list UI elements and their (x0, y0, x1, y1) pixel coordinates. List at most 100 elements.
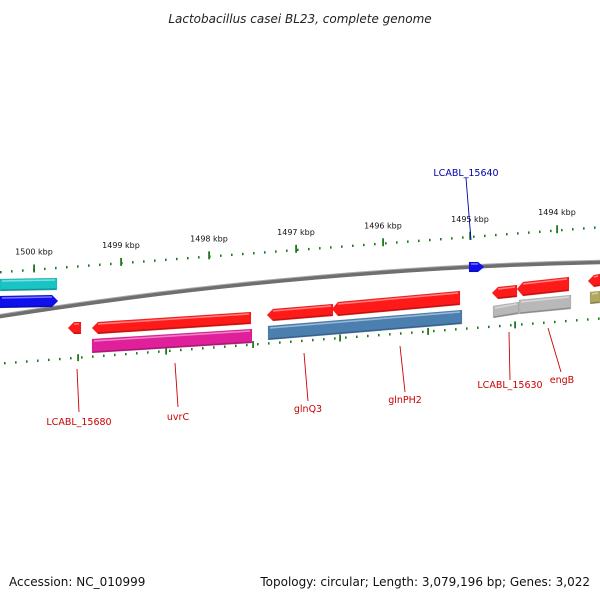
gene-cyan-left-shape (0, 277, 58, 292)
scale-dot (224, 345, 226, 348)
scale-dot (396, 241, 398, 244)
gene-glnph2-red-shape (331, 290, 461, 317)
scale-dot (154, 259, 156, 262)
gene-glnq3-red[interactable] (266, 303, 334, 322)
scale-dot (352, 244, 354, 247)
gene-uvrc-magenta[interactable] (91, 328, 253, 354)
gene-label[interactable]: uvrC (167, 412, 190, 423)
scale-dot (213, 346, 215, 349)
gene-uvrc-red-shape (91, 311, 252, 335)
scale-dot (411, 331, 413, 334)
scale-dot (521, 323, 523, 326)
scale-dot (286, 249, 288, 252)
gene-olive-right[interactable] (589, 290, 600, 305)
gene-engb-red[interactable] (516, 276, 570, 297)
scale-dot (253, 252, 255, 255)
scale-dot (374, 242, 376, 246)
scale-dot (176, 257, 178, 261)
gene-glnq3-red-highlight (272, 305, 332, 312)
gene-engb-gray-shade (519, 307, 571, 314)
gene-label[interactable]: glnQ3 (294, 404, 322, 415)
major-tick (382, 238, 384, 247)
scale-dot (169, 349, 171, 353)
gene-label-leader (399, 345, 406, 393)
scale-dot (356, 335, 358, 338)
gene-engb-red-shade (522, 289, 569, 296)
inner-major-tick (165, 347, 167, 355)
gene-engb-gray-shape (518, 294, 572, 315)
scale-dot (114, 353, 116, 357)
gene-uvrc-magenta-highlight (93, 330, 251, 342)
gene-glnph2-red-shade (337, 303, 460, 316)
scale-dot (136, 352, 138, 355)
scale-dot (88, 264, 90, 267)
gene-lcabl-15630-red-highlight (497, 286, 516, 290)
scale-dot (532, 322, 534, 325)
gene-lcabl-15640[interactable] (468, 261, 485, 273)
gene-glnph2-red[interactable] (331, 290, 461, 317)
scale-tick-label: 1498 kbp (190, 234, 228, 243)
gene-label[interactable]: engB (550, 375, 574, 386)
scale-dot (158, 350, 160, 353)
scale-dot (561, 228, 563, 232)
scale-dot (341, 245, 343, 248)
scale-tick-label: 1495 kbp (451, 215, 489, 224)
scale-dot (389, 333, 391, 336)
gene-cyan-left-highlight (1, 279, 56, 282)
scale-dot (345, 336, 347, 339)
scale-dot (400, 332, 402, 335)
gene-olive-right-shape (589, 290, 600, 305)
major-tick (208, 251, 210, 260)
scale-tick-label: 1497 kbp (277, 228, 315, 237)
major-tick (33, 264, 35, 273)
gene-label[interactable]: LCABL_15630 (477, 380, 542, 391)
gene-lcabl-15680[interactable] (67, 321, 82, 335)
scale-dot (147, 351, 149, 354)
gene-uvrc-red[interactable] (91, 311, 252, 335)
scale-dot (275, 250, 277, 253)
scale-tick-label: 1494 kbp (538, 208, 576, 217)
gene-label[interactable]: LCABL_15640 (433, 168, 498, 179)
gene-red-right[interactable] (587, 273, 600, 288)
gene-engb-red-shape (516, 276, 570, 297)
gene-label[interactable]: glnPH2 (388, 395, 422, 406)
gene-blue-left[interactable] (0, 294, 59, 309)
gene-label[interactable]: LCABL_15680 (46, 417, 111, 428)
major-tick (120, 257, 122, 266)
scale-dot (11, 270, 13, 273)
scale-dot (246, 343, 248, 347)
scale-dot (264, 251, 266, 254)
genome-summary-text: Topology: circular; Length: 3,079,196 bp… (259, 575, 590, 589)
gene-lcabl-15630-red-shape (491, 284, 518, 300)
scale-dot (572, 228, 574, 231)
gene-cyan-left[interactable] (0, 277, 58, 292)
scale-dot (143, 260, 145, 263)
scale-dot (301, 339, 303, 343)
gene-glnph2-steelblue[interactable] (267, 309, 463, 341)
gene-lcabl-15630-red-shade (497, 295, 517, 299)
scale-dot (312, 338, 314, 342)
scale-dot (587, 318, 589, 321)
gene-lcabl-15630-red[interactable] (491, 284, 518, 300)
scale-dot (539, 230, 541, 233)
scale-dot (510, 324, 512, 327)
gene-engb-gray[interactable] (518, 294, 572, 315)
scale-dot (81, 356, 83, 359)
scale-dot (477, 326, 479, 329)
gene-glnph2-red-highlight (337, 292, 459, 305)
gene-red-right-shape (587, 273, 600, 288)
gene-lcabl-15630-gray[interactable] (492, 301, 520, 319)
scale-tick-label: 1496 kbp (364, 221, 402, 230)
gene-label-leader (174, 362, 179, 408)
scale-dot (235, 344, 237, 348)
scale-dot (77, 265, 79, 268)
gene-features (0, 261, 600, 354)
map-title: Lactobacillus casei BL23, complete genom… (168, 12, 431, 26)
scale-dot (55, 266, 57, 270)
scale-dot (444, 329, 446, 332)
gene-lcabl-15640-shape (468, 261, 485, 273)
scale-dot (433, 329, 435, 333)
scale-dot (429, 238, 431, 242)
gene-label-leader (303, 352, 309, 402)
